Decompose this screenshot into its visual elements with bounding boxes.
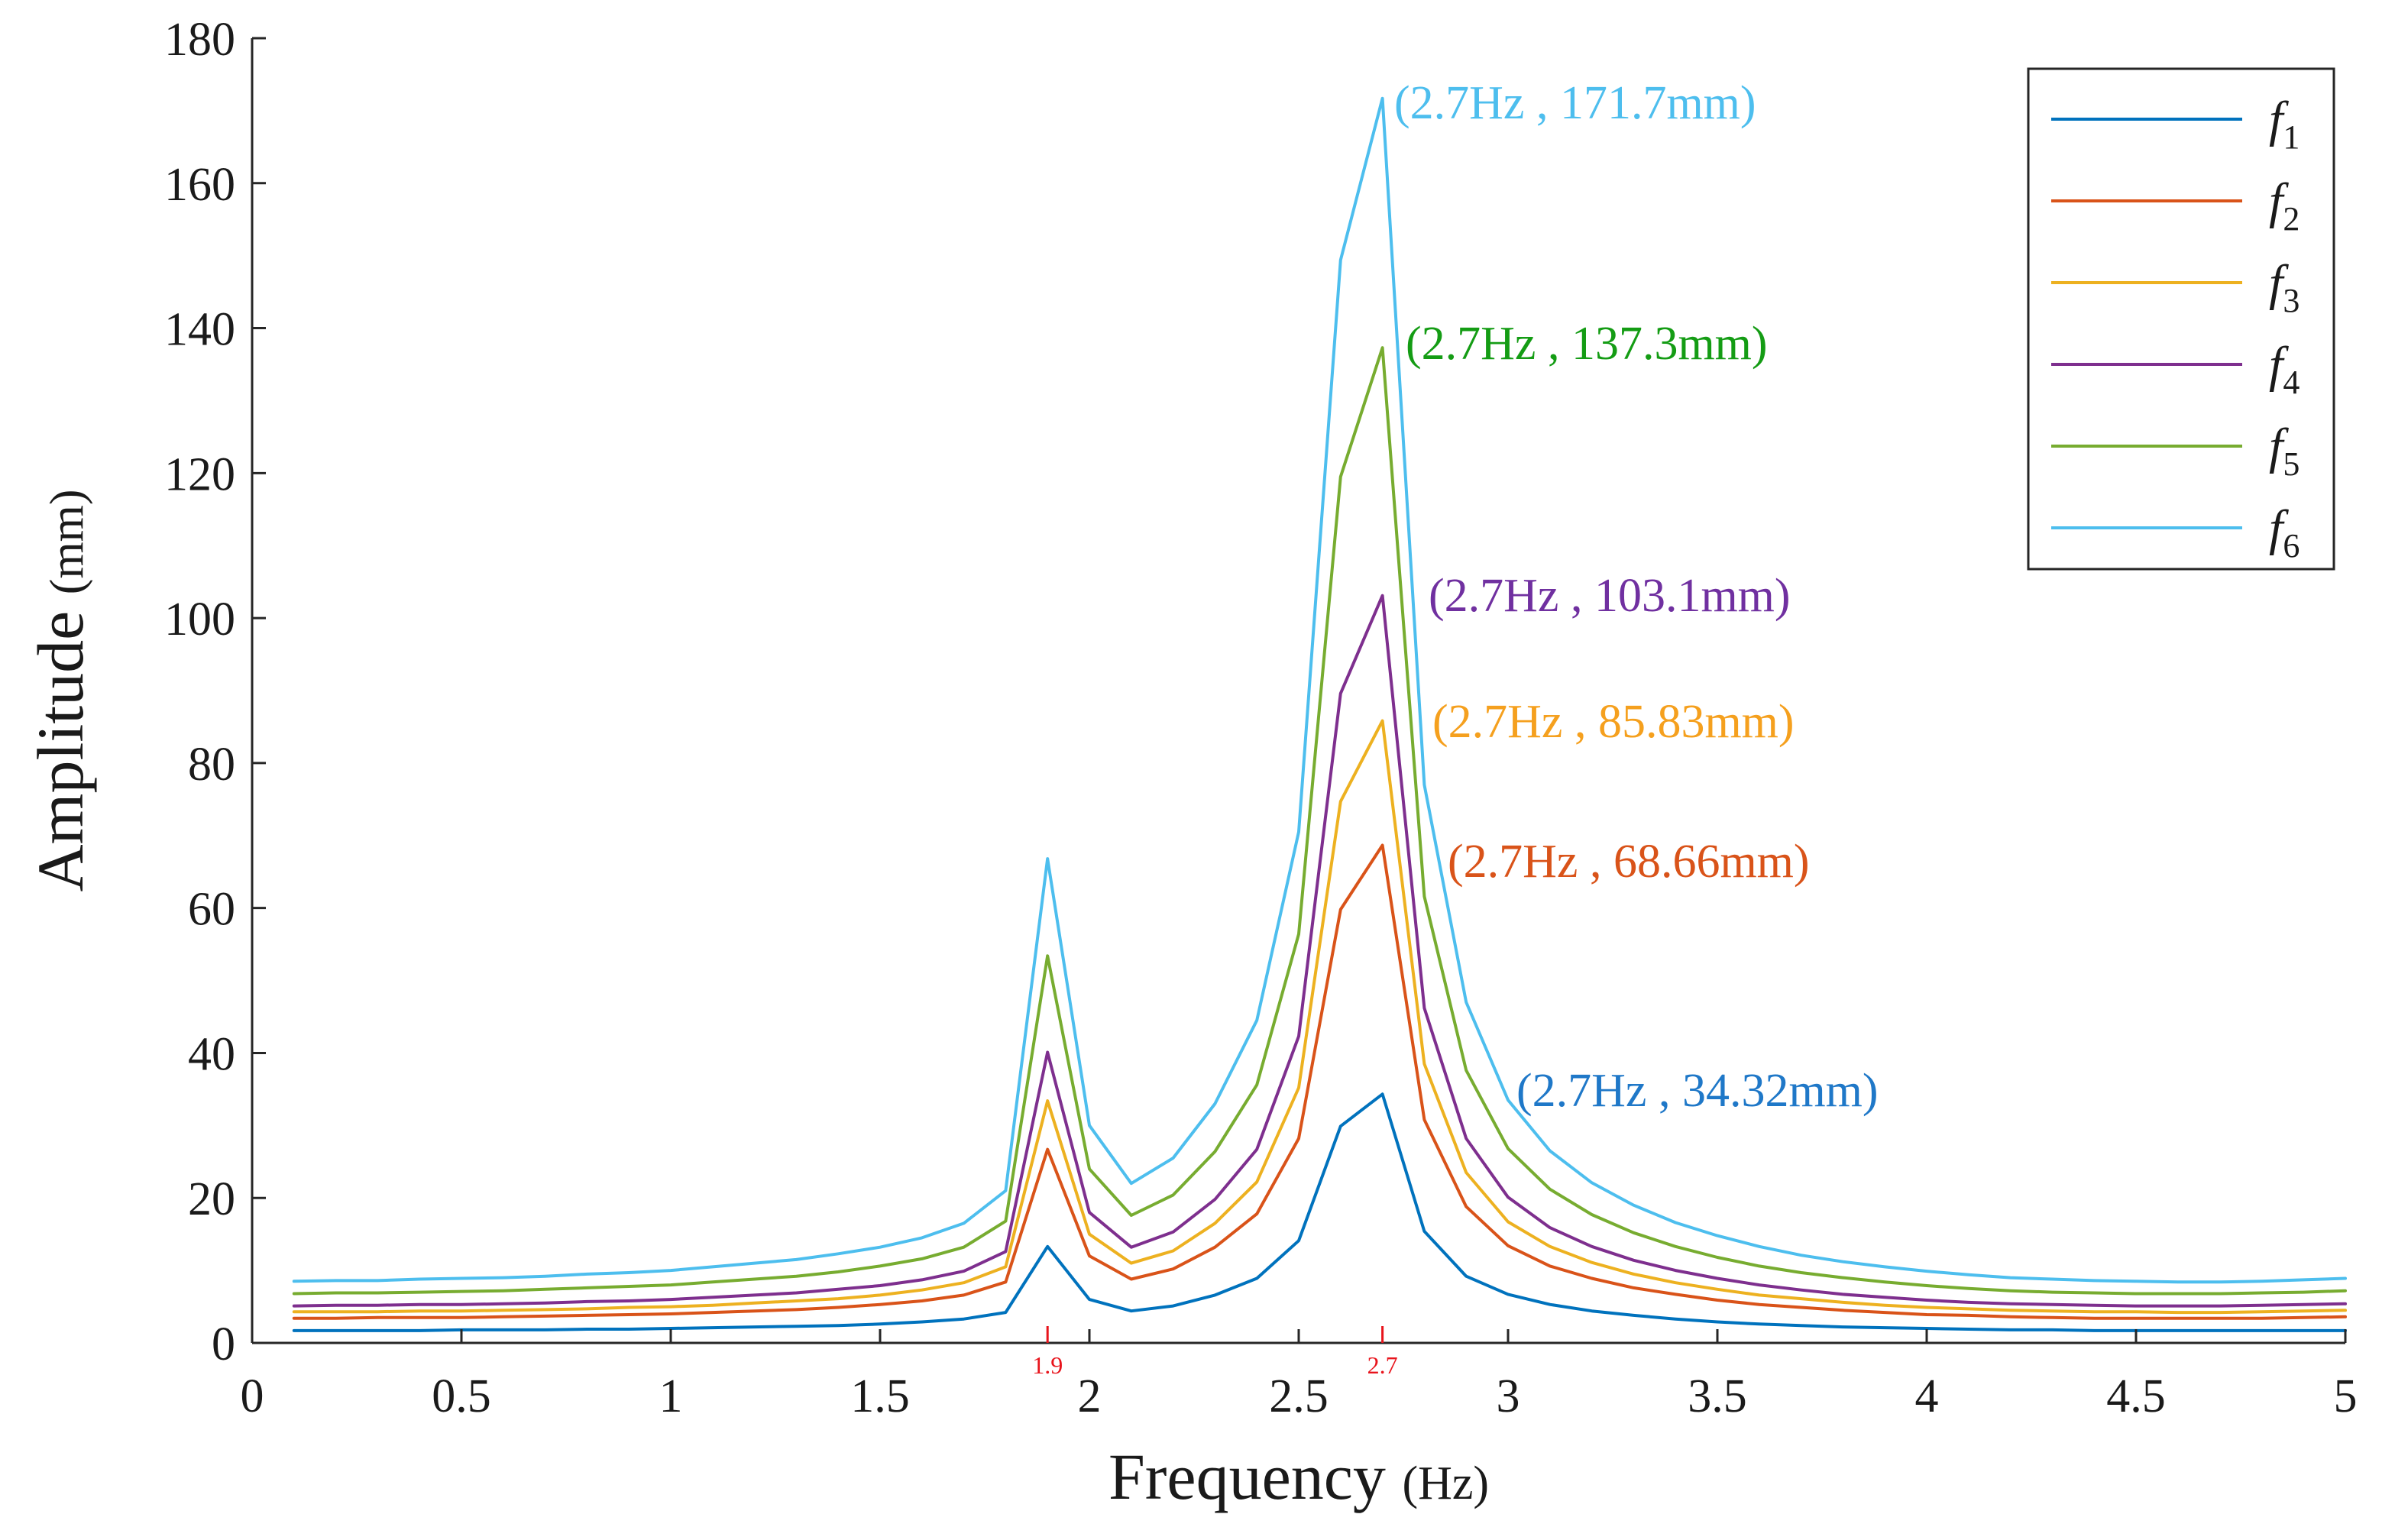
peak-annotation: (2.7Hz , 68.66mm) — [1448, 836, 1810, 888]
x-marker-label: 2.7 — [1367, 1351, 1398, 1379]
y-tick-label: 180 — [164, 14, 235, 66]
x-tick-label: 3.5 — [1688, 1370, 1747, 1422]
y-axis-title: Amplitude (mm) — [24, 489, 97, 891]
series-line-f1 — [292, 1092, 2347, 1332]
series-line-f5 — [292, 346, 2347, 1296]
annotations: (2.7Hz , 171.7mm) (2.7Hz , 137.3mm) (2.7Hz… — [1394, 77, 1879, 1117]
x-tick-label: 0 — [241, 1370, 264, 1422]
legend-box — [2027, 67, 2335, 571]
x-tick-label: 1.5 — [850, 1370, 910, 1422]
y-tick-label: 40 — [188, 1028, 235, 1080]
x-tick-label: 4 — [1915, 1370, 1939, 1422]
peak-annotation: (2.7Hz , 34.32mm) — [1516, 1065, 1879, 1117]
y-tick-label: 0 — [212, 1318, 235, 1370]
legend-label-subscript: 1 — [2283, 118, 2300, 156]
x-tick-label: 2.5 — [1269, 1370, 1329, 1422]
y-axis-unit-text: (mm) — [41, 489, 93, 594]
peak-annotation: (2.7Hz , 137.3mm) — [1406, 318, 1768, 370]
legend-label-subscript: 5 — [2283, 445, 2300, 483]
x-axis-unit-text: (Hz) — [1402, 1458, 1489, 1509]
x-axis-title-text: Frequency — [1108, 1440, 1402, 1513]
x-tick-label: 3 — [1497, 1370, 1520, 1422]
legend-label-subscript: 2 — [2283, 200, 2300, 238]
x-axis-title: Frequency (Hz) — [1108, 1440, 1489, 1513]
x-tick-label: 4.5 — [2106, 1370, 2166, 1422]
axis-titles: Frequency (Hz) Amplitude (mm) — [24, 489, 1489, 1513]
x-markers: 1.9 2.7 — [1032, 1326, 1398, 1379]
y-tick-label: 160 — [164, 159, 235, 211]
series-line-f6 — [292, 96, 2347, 1284]
series-layer — [292, 96, 2347, 1332]
x-tick-label: 5 — [2334, 1370, 2358, 1422]
y-axis-title-text: Amplitude — [24, 594, 97, 891]
x-tick-label: 0.5 — [432, 1370, 491, 1422]
y-tick-label: 100 — [164, 594, 235, 645]
peak-annotation: (2.7Hz , 171.7mm) — [1394, 77, 1756, 129]
y-tick-label: 120 — [164, 448, 235, 500]
peak-annotation: (2.7Hz , 85.83mm) — [1432, 696, 1795, 748]
y-tick-label: 80 — [188, 739, 235, 791]
x-marker-label: 1.9 — [1032, 1351, 1063, 1379]
legend-label-subscript: 6 — [2283, 527, 2300, 565]
x-tick-label: 2 — [1078, 1370, 1102, 1422]
legend-label-f4: f4 — [2269, 337, 2300, 401]
series-line-f4 — [292, 594, 2347, 1308]
legend-label-f6: f6 — [2269, 500, 2300, 565]
x-tick-label: 1 — [659, 1370, 683, 1422]
legend-label-subscript: 4 — [2283, 364, 2300, 401]
y-tick-label: 60 — [188, 884, 235, 936]
axes: 0 0.5 1 1.5 2 2.5 3 3.5 4 4.5 5 0 20 40 60 80 100 120 140 1… — [164, 14, 2358, 1422]
y-tick-label: 20 — [188, 1173, 235, 1225]
y-tick-label: 140 — [164, 304, 235, 356]
legend-label-subscript: 3 — [2283, 282, 2300, 319]
series-line-f2 — [292, 843, 2347, 1320]
legend-label-f5: f5 — [2269, 419, 2300, 483]
peak-annotation: (2.7Hz , 103.1mm) — [1429, 570, 1791, 622]
series-line-f3 — [292, 719, 2347, 1315]
